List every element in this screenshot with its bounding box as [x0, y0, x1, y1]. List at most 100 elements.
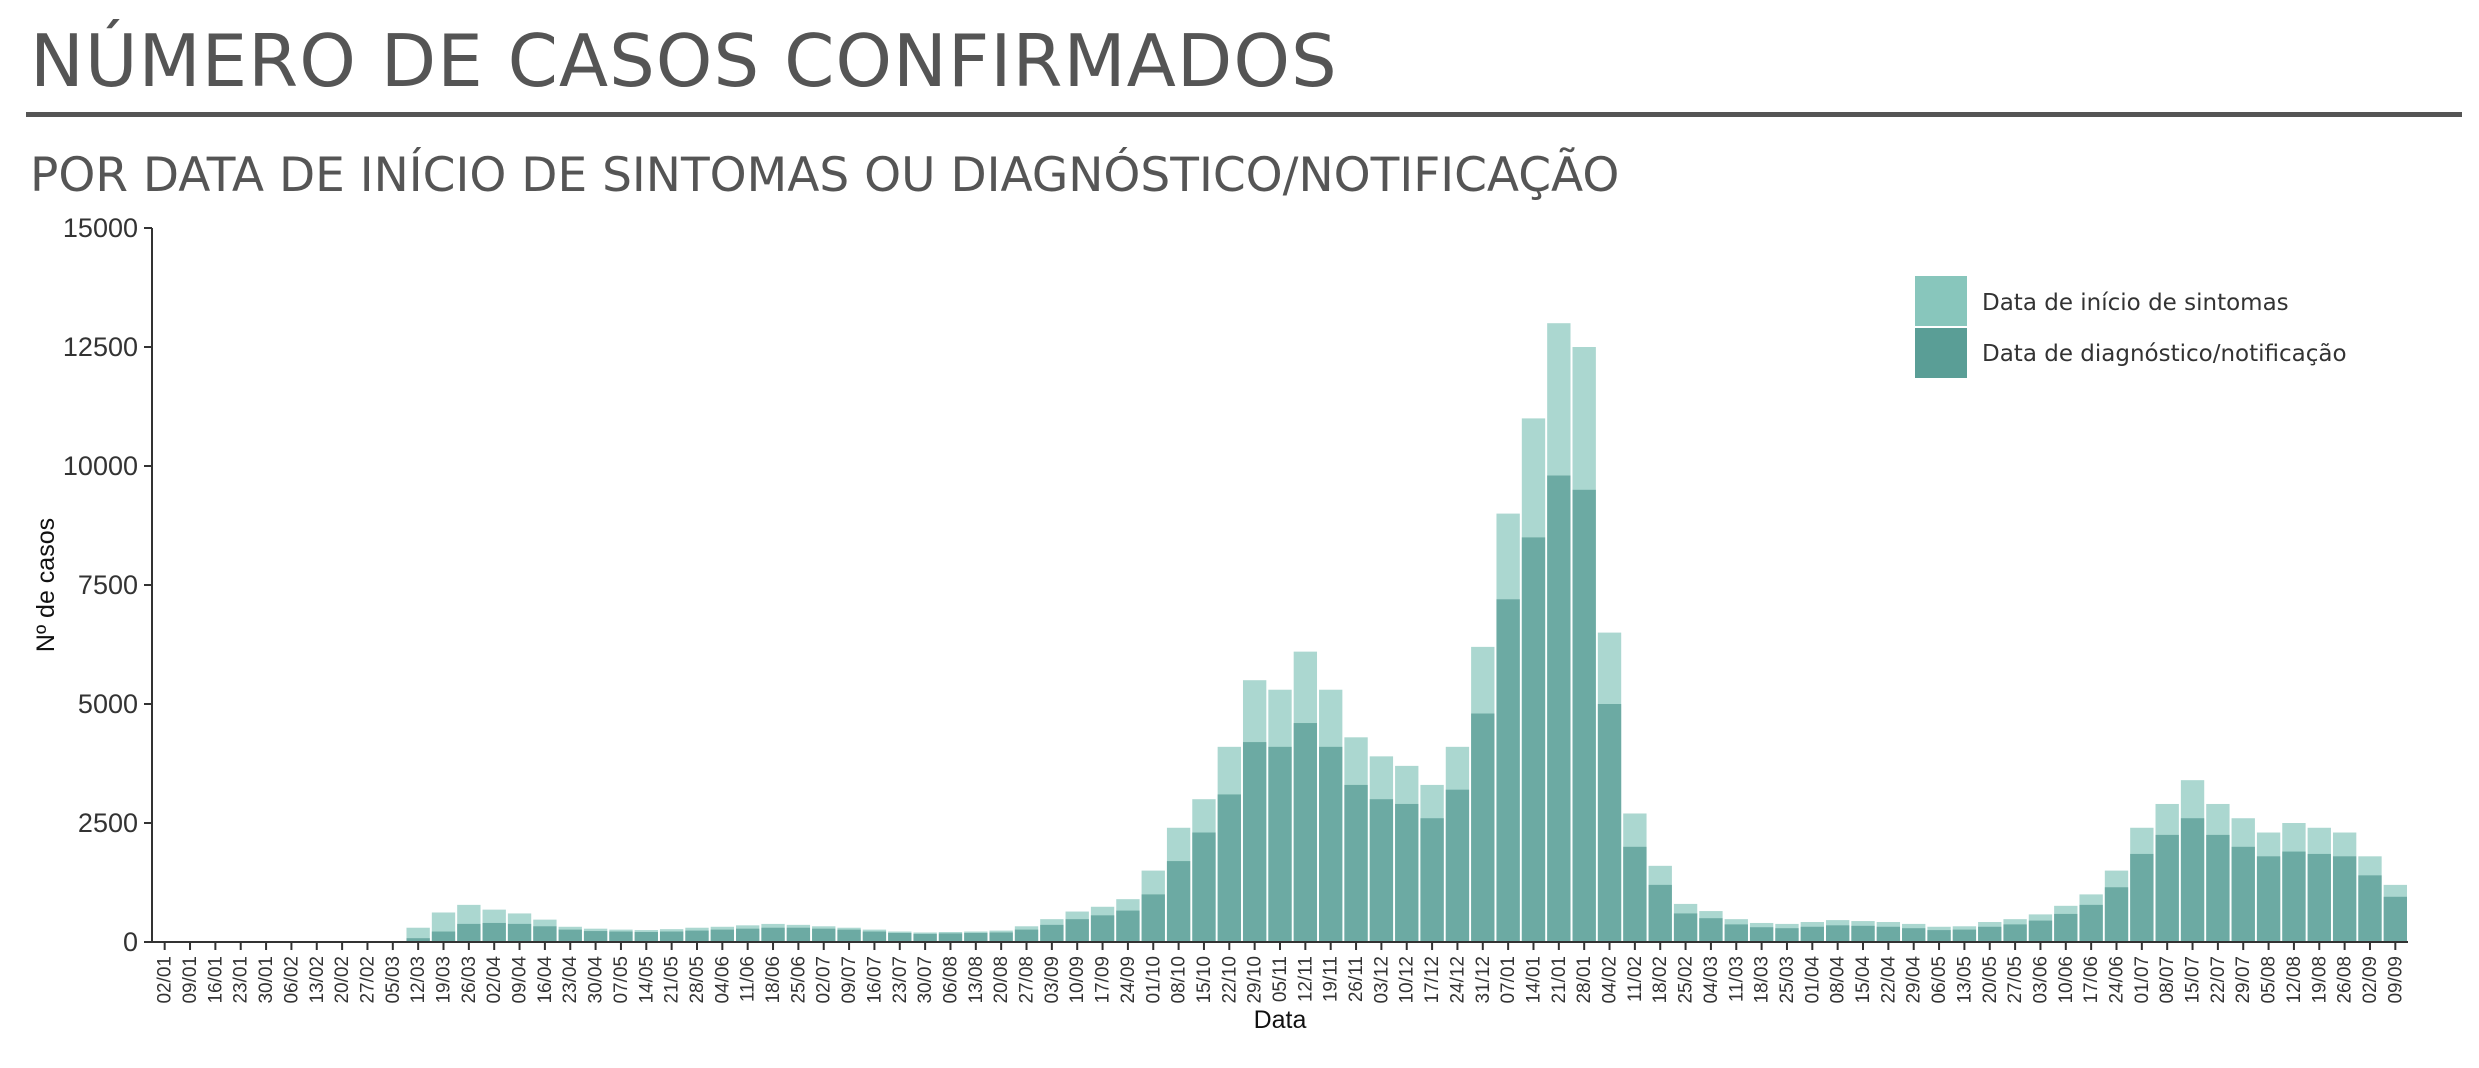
y-tick-label: 2500 — [78, 808, 138, 838]
bar-diagnosis — [1749, 927, 1774, 942]
x-tick-label: 22/10 — [1219, 956, 1240, 1004]
x-tick-label: 26/11 — [1346, 956, 1367, 1002]
page-title: NÚMERO DE CASOS CONFIRMADOS — [30, 19, 1338, 103]
bar-diagnosis — [659, 931, 684, 942]
bar-diagnosis — [862, 931, 887, 942]
x-tick-label: 03/09 — [1042, 956, 1063, 1004]
bar-diagnosis — [2231, 846, 2255, 942]
bar-diagnosis — [1395, 803, 1419, 942]
x-tick-label: 16/04 — [535, 956, 556, 1004]
bar-diagnosis — [1876, 926, 1901, 942]
x-tick-group: 02/01 09/01 16/01 23/01 30/01 06/02 13/02 20/02… — [155, 942, 2406, 1004]
x-tick-label: 18/06 — [763, 956, 784, 1004]
bar-diagnosis — [1597, 704, 1622, 942]
bar-diagnosis — [2358, 875, 2382, 942]
bar-diagnosis — [406, 938, 430, 942]
bar-diagnosis — [1268, 746, 1292, 942]
bar-diagnosis — [1851, 925, 1875, 942]
x-tick-label: 05/08 — [2259, 956, 2280, 1004]
bar-diagnosis — [2104, 887, 2129, 942]
bar-diagnosis — [761, 927, 785, 942]
bar-diagnosis — [938, 933, 963, 942]
bar-diagnosis — [736, 928, 760, 942]
x-tick-label: 03/12 — [1371, 956, 1392, 1004]
x-tick-label: 28/05 — [687, 956, 708, 1004]
x-tick-label: 12/11 — [1295, 956, 1316, 1002]
x-tick-label: 17/06 — [2081, 956, 2102, 1004]
legend-swatch-start — [1915, 276, 1967, 326]
bar-diagnosis — [685, 930, 709, 942]
x-tick-label: 17/12 — [1422, 956, 1443, 1004]
x-tick-label: 20/02 — [332, 956, 353, 1004]
bar-diagnosis — [482, 922, 506, 942]
x-tick-label: 11/03 — [1726, 956, 1747, 1002]
x-tick-label: 15/07 — [2183, 956, 2204, 1004]
x-tick-label: 21/01 — [1549, 956, 1570, 1004]
bar-diagnosis — [1521, 537, 1546, 942]
x-tick-label: 22/07 — [2208, 956, 2229, 1004]
bar-diagnosis — [812, 928, 836, 942]
y-tick-label: 5000 — [78, 689, 138, 719]
bar-diagnosis — [634, 932, 658, 942]
y-tick-label: 0 — [123, 927, 138, 957]
bar-diagnosis — [2383, 896, 2407, 942]
bar-diagnosis — [1445, 789, 1470, 942]
bar-diagnosis — [457, 923, 481, 942]
x-tick-label: 17/09 — [1093, 956, 1114, 1004]
bar-diagnosis — [1800, 926, 1824, 942]
bar-diagnosis — [1471, 713, 1495, 942]
bar-diagnosis — [1293, 723, 1318, 942]
bar-diagnosis — [913, 933, 937, 942]
bar-diagnosis — [1166, 861, 1191, 942]
x-tick-label: 08/07 — [2157, 956, 2178, 1004]
bar-diagnosis — [888, 932, 912, 942]
bar-diagnosis — [507, 923, 532, 942]
bar-diagnosis — [583, 931, 608, 942]
x-tick-label: 11/06 — [738, 956, 759, 1002]
bar-diagnosis — [1952, 929, 1977, 942]
bar-diagnosis — [2054, 913, 2078, 942]
x-tick-label: 30/07 — [915, 956, 936, 1004]
bar-diagnosis — [1344, 784, 1368, 942]
bar-diagnosis — [2130, 853, 2154, 942]
legend-label-start: Data de início de sintomas — [1982, 290, 2289, 316]
x-tick-label: 13/08 — [966, 956, 987, 1004]
bar-diagnosis — [710, 929, 735, 942]
y-tick-group: 0 2500 5000 7500 10000 12500 15000 — [63, 213, 152, 957]
bar-diagnosis — [1242, 742, 1267, 942]
title-divider — [26, 112, 2462, 117]
bar-diagnosis — [837, 929, 861, 942]
x-tick-label: 19/03 — [434, 956, 455, 1004]
x-tick-label: 22/04 — [1878, 956, 1899, 1004]
y-tick-label: 15000 — [63, 213, 138, 243]
legend-swatch-diagnosis — [1915, 328, 1967, 378]
x-tick-label: 18/02 — [1650, 956, 1671, 1004]
x-tick-label: 09/07 — [839, 956, 860, 1004]
x-tick-label: 28/01 — [1574, 956, 1595, 1004]
y-tick-label: 7500 — [78, 570, 138, 600]
x-tick-label: 03/06 — [2030, 956, 2051, 1004]
bar-diagnosis — [1369, 799, 1394, 942]
bar-diagnosis — [1825, 925, 1850, 942]
x-tick-label: 08/04 — [1828, 956, 1849, 1004]
bar-diagnosis — [2155, 834, 2179, 942]
x-tick-label: 16/07 — [864, 956, 885, 1004]
x-tick-label: 20/05 — [1980, 956, 2001, 1004]
x-tick-label: 25/03 — [1777, 956, 1798, 1004]
x-tick-label: 25/06 — [788, 956, 809, 1004]
x-tick-label: 04/03 — [1701, 956, 1722, 1004]
bar-diagnosis — [1699, 918, 1723, 942]
x-tick-label: 05/03 — [383, 956, 404, 1004]
bar-diagnosis — [2332, 856, 2357, 942]
bar-diagnosis — [1141, 894, 1165, 942]
x-tick-label: 01/07 — [2132, 956, 2153, 1004]
bar-diagnosis — [1116, 910, 1140, 942]
x-tick-label: 01/04 — [1802, 956, 1823, 1004]
x-tick-label: 24/06 — [2106, 956, 2127, 1004]
x-tick-label: 05/11 — [1270, 956, 1291, 1002]
bar-diagnosis — [1496, 599, 1520, 942]
bar-diagnosis — [1623, 846, 1647, 942]
x-tick-label: 26/08 — [2335, 956, 2356, 1004]
bar-diagnosis — [2079, 904, 2103, 942]
bar-diagnosis — [609, 931, 633, 942]
